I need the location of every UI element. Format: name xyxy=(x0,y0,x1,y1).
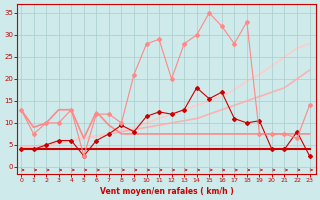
X-axis label: Vent moyen/en rafales ( km/h ): Vent moyen/en rafales ( km/h ) xyxy=(100,187,234,196)
